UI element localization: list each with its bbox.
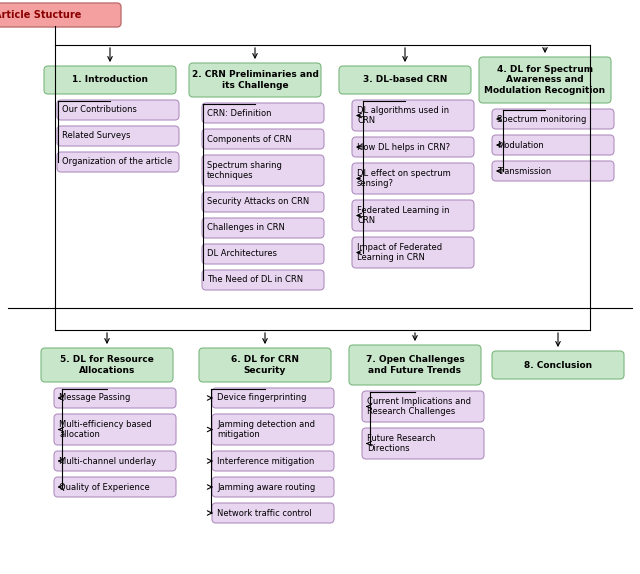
Text: Transmission: Transmission [497,166,551,176]
Text: 3. DL-based CRN: 3. DL-based CRN [363,76,447,84]
Text: Network traffic control: Network traffic control [217,509,312,518]
Text: DL effect on spectrum
sensing?: DL effect on spectrum sensing? [357,169,451,188]
FancyBboxPatch shape [352,163,474,194]
FancyBboxPatch shape [44,66,176,94]
FancyBboxPatch shape [202,192,324,212]
Text: CRN: Definition: CRN: Definition [207,108,271,118]
FancyBboxPatch shape [492,351,624,379]
FancyBboxPatch shape [202,103,324,123]
FancyBboxPatch shape [57,152,179,172]
Text: Multi-efficiency based
allocation: Multi-efficiency based allocation [59,420,152,439]
Text: 6. DL for CRN
Security: 6. DL for CRN Security [231,355,299,375]
FancyBboxPatch shape [339,66,471,94]
Text: 7. Open Challenges
and Future Trends: 7. Open Challenges and Future Trends [365,355,465,375]
FancyBboxPatch shape [199,348,331,382]
Text: 1. Introduction: 1. Introduction [72,76,148,84]
Text: Message Passing: Message Passing [59,394,131,402]
Text: 8. Conclusion: 8. Conclusion [524,360,592,370]
Text: Spectrum monitoring: Spectrum monitoring [497,114,586,123]
FancyBboxPatch shape [54,451,176,471]
FancyBboxPatch shape [41,348,173,382]
Text: Related Surveys: Related Surveys [62,131,131,141]
FancyBboxPatch shape [492,135,614,155]
FancyBboxPatch shape [212,451,334,471]
Text: Security Attacks on CRN: Security Attacks on CRN [207,197,309,207]
FancyBboxPatch shape [492,161,614,181]
FancyBboxPatch shape [54,414,176,445]
Text: Future Research
Directions: Future Research Directions [367,434,435,453]
FancyBboxPatch shape [202,244,324,264]
FancyBboxPatch shape [212,477,334,497]
Text: Modulation: Modulation [497,141,544,149]
Text: DL Architectures: DL Architectures [207,250,277,258]
Text: Organization of the article: Organization of the article [62,157,172,166]
Text: Impact of Federated
Learning in CRN: Impact of Federated Learning in CRN [357,243,442,262]
FancyBboxPatch shape [352,137,474,157]
Text: 4. DL for Spectrum
Awareness and
Modulation Recognition: 4. DL for Spectrum Awareness and Modulat… [484,65,605,95]
FancyBboxPatch shape [202,155,324,186]
Text: Our Contributions: Our Contributions [62,106,137,114]
FancyBboxPatch shape [189,63,321,97]
FancyBboxPatch shape [492,109,614,129]
Text: The Need of DL in CRN: The Need of DL in CRN [207,276,303,285]
Text: Quality of Experience: Quality of Experience [59,483,150,491]
FancyBboxPatch shape [352,237,474,268]
FancyBboxPatch shape [57,100,179,120]
FancyBboxPatch shape [0,3,121,27]
FancyBboxPatch shape [352,100,474,131]
FancyBboxPatch shape [54,388,176,408]
Text: Device fingerprinting: Device fingerprinting [217,394,307,402]
Text: 2. CRN Preliminaries and
its Challenge: 2. CRN Preliminaries and its Challenge [191,70,319,90]
FancyBboxPatch shape [57,126,179,146]
Text: How DL helps in CRN?: How DL helps in CRN? [357,142,450,152]
Text: Jamming aware routing: Jamming aware routing [217,483,316,491]
FancyBboxPatch shape [362,391,484,422]
Text: DL algorithms used in
CRN: DL algorithms used in CRN [357,106,449,125]
FancyBboxPatch shape [54,477,176,497]
Text: Components of CRN: Components of CRN [207,134,292,144]
Text: Multi-channel underlay: Multi-channel underlay [59,456,156,466]
FancyBboxPatch shape [352,200,474,231]
FancyBboxPatch shape [202,129,324,149]
FancyBboxPatch shape [212,388,334,408]
FancyBboxPatch shape [202,218,324,238]
FancyBboxPatch shape [202,270,324,290]
Text: Article Stucture: Article Stucture [0,10,81,20]
Text: Spectrum sharing
techniques: Spectrum sharing techniques [207,161,282,180]
FancyBboxPatch shape [349,345,481,385]
FancyBboxPatch shape [212,414,334,445]
Text: 5. DL for Resource
Allocations: 5. DL for Resource Allocations [60,355,154,375]
Text: Interference mitigation: Interference mitigation [217,456,314,466]
FancyBboxPatch shape [479,57,611,103]
Text: Challenges in CRN: Challenges in CRN [207,223,285,232]
Text: Current Implications and
Research Challenges: Current Implications and Research Challe… [367,397,471,416]
FancyBboxPatch shape [362,428,484,459]
Text: Jamming detection and
mitigation: Jamming detection and mitigation [217,420,315,439]
FancyBboxPatch shape [212,503,334,523]
Text: Federated Learning in
CRN: Federated Learning in CRN [357,206,449,225]
